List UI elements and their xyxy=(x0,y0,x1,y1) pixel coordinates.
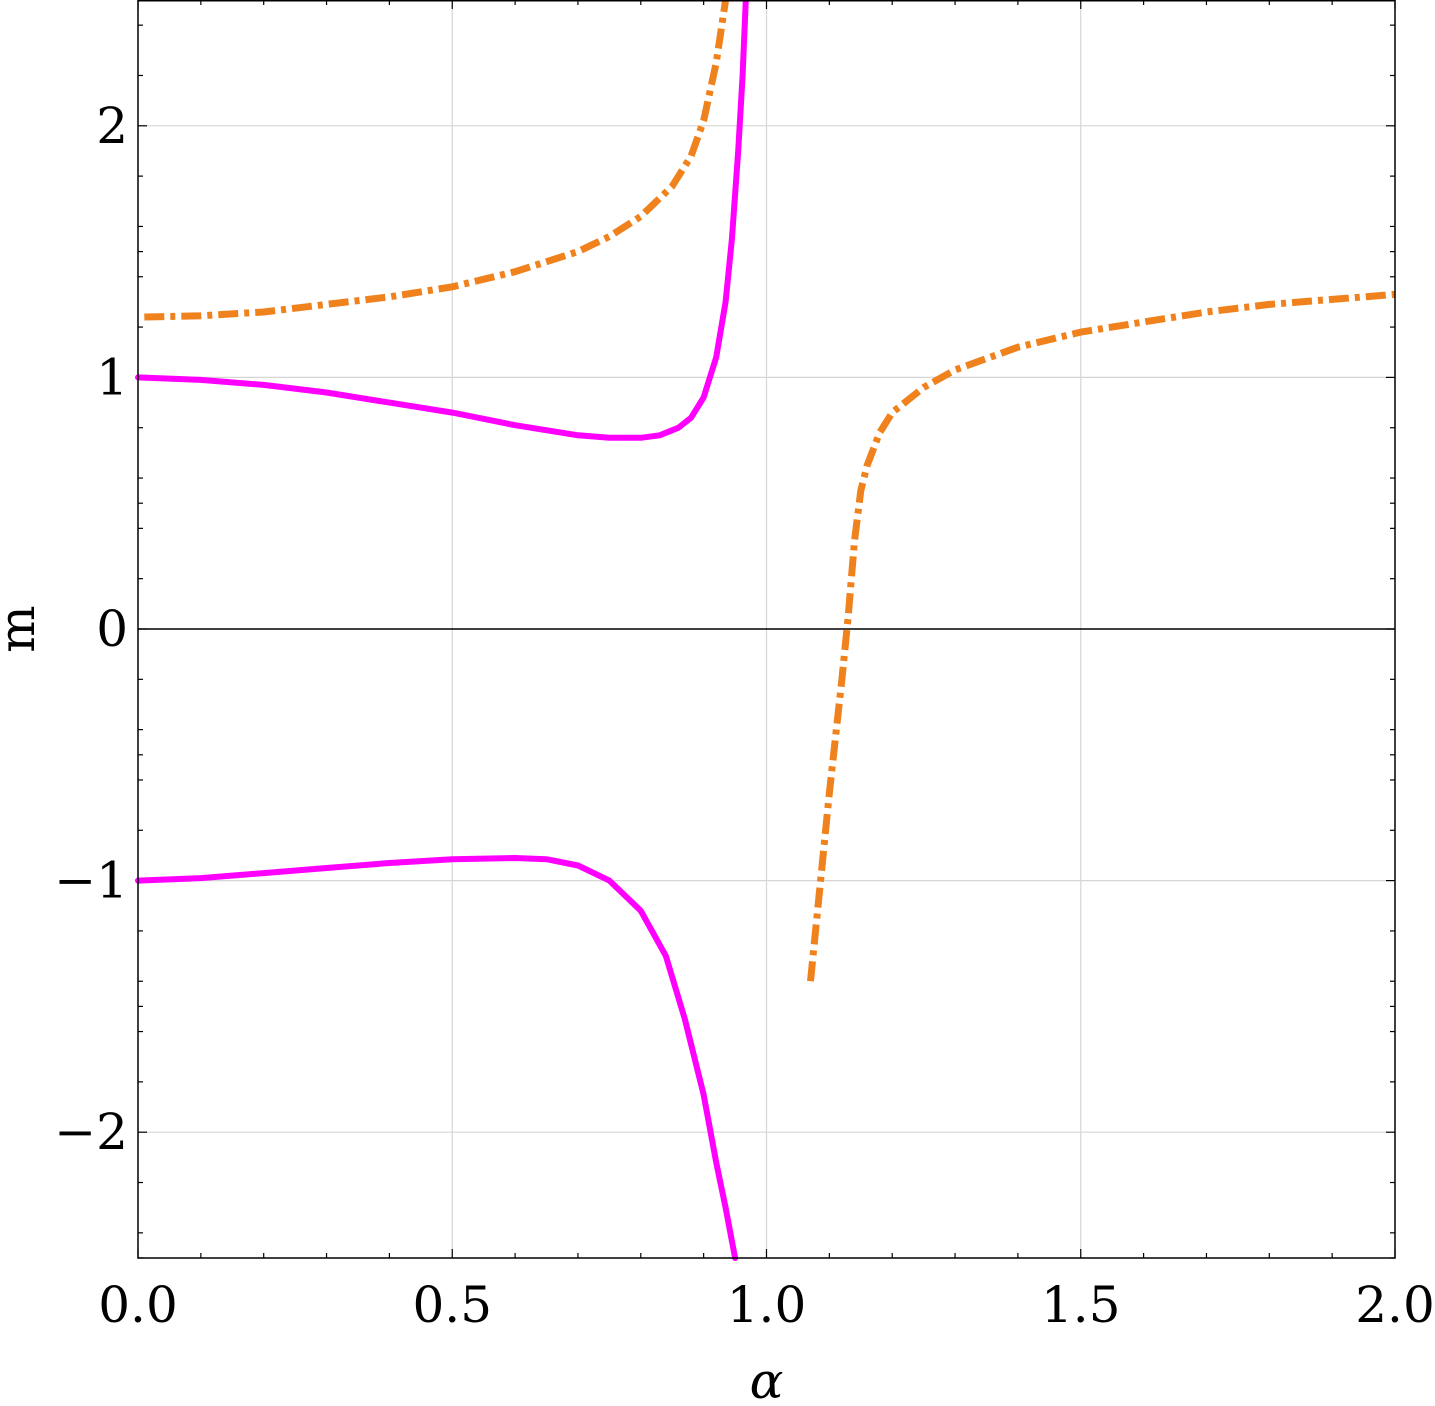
x-tick-label: 0.5 xyxy=(412,1276,492,1334)
x-tick-label: 1.5 xyxy=(1041,1276,1121,1334)
x-tick-label: 1.0 xyxy=(727,1276,807,1334)
y-axis-title: m xyxy=(0,605,46,652)
x-tick-labels: 0.0 0.5 1.0 1.5 2.0 xyxy=(98,1276,1435,1334)
x-tick-label: 2.0 xyxy=(1355,1276,1435,1334)
minor-ticks xyxy=(137,0,1396,1259)
series-2-branch-1 xyxy=(144,0,730,321)
y-tick-label: −2 xyxy=(54,1103,128,1161)
x-axis-title: α xyxy=(750,1352,784,1406)
y-tick-labels: −2 −1 0 1 2 xyxy=(54,97,128,1161)
x-tick-label: 0.0 xyxy=(98,1276,178,1334)
y-tick-label: 2 xyxy=(96,97,128,155)
series-1-branch-1 xyxy=(135,0,749,441)
series-1-branch-2 xyxy=(135,855,739,1261)
series-layer xyxy=(135,0,1396,1261)
y-tick-label: 0 xyxy=(96,600,128,658)
y-tick-label: −1 xyxy=(54,852,128,910)
plot-frame xyxy=(137,0,1396,1259)
y-tick-label: 1 xyxy=(96,348,128,406)
series-2-branch-2 xyxy=(807,290,1396,982)
